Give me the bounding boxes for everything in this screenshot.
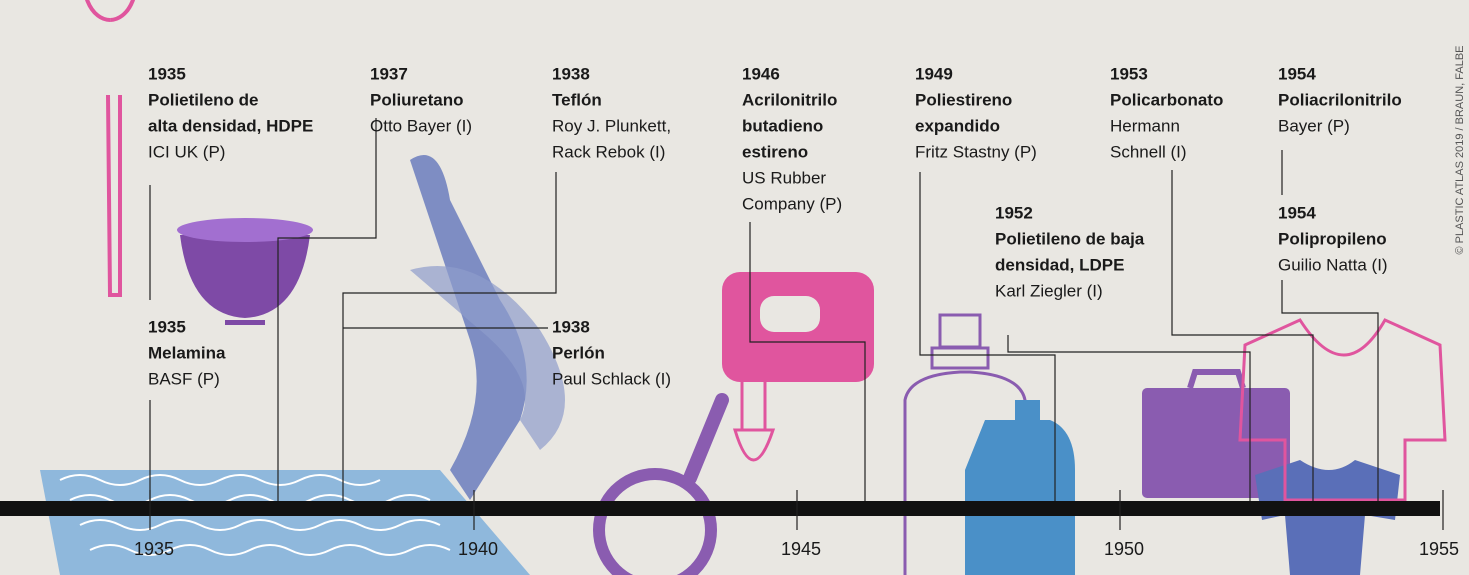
event-detail: ICI UK (P) <box>148 142 225 161</box>
event-name: Poliestireno <box>915 90 1012 109</box>
event-detail: BASF (P) <box>148 369 220 388</box>
event-detail: Fritz Stastny (P) <box>915 142 1037 161</box>
event-name: Perlón <box>552 343 605 362</box>
event-name: alta densidad, HDPE <box>148 116 313 135</box>
event-name: Poliacrilonitrilo <box>1278 90 1402 109</box>
event: 1954 Poliacrilonitrilo Bayer (P) <box>1278 64 1402 135</box>
event-name: Policarbonato <box>1110 90 1223 109</box>
event-year: 1954 <box>1278 203 1316 222</box>
leader-line <box>1171 170 1314 508</box>
event-year: 1938 <box>552 317 590 336</box>
mattress-waves <box>59 474 451 556</box>
leader-line <box>1007 335 1251 508</box>
spoon <box>85 0 136 297</box>
event-year: 1952 <box>995 203 1033 222</box>
event-name: estireno <box>742 142 808 161</box>
event-year: 1935 <box>148 317 186 336</box>
event-detail: Karl Ziegler (I) <box>995 281 1103 300</box>
event-name: expandido <box>915 116 1000 135</box>
leader-line <box>342 172 557 508</box>
credit: © PLASTIC ATLAS 2019 / BRAUN, FALBE <box>1454 45 1466 254</box>
event: 1954 Polipropileno Guilio Natta (I) <box>1278 203 1388 274</box>
event: 1937 Poliuretano Otto Bayer (I) <box>370 64 472 135</box>
leader-lines <box>149 118 1379 508</box>
event-name: Acrilonitrilo <box>742 90 837 109</box>
event-detail: Bayer (P) <box>1278 116 1350 135</box>
leader-line <box>277 118 377 508</box>
event-year: 1954 <box>1278 64 1316 83</box>
event-name: densidad, LDPE <box>995 255 1124 274</box>
pan-handle <box>683 393 729 485</box>
shirt-pink <box>1238 318 1447 502</box>
illustrations <box>40 0 1447 575</box>
event: 1935 Melamina BASF (P) <box>148 317 226 388</box>
leader-line <box>919 172 1056 508</box>
event-name: Polietileno de <box>148 90 259 109</box>
event-detail: Paul Schlack (I) <box>552 369 671 388</box>
bowl-base <box>225 320 265 325</box>
event-detail: Hermann <box>1110 116 1180 135</box>
event-name: Teflón <box>552 90 602 109</box>
tick-label: 1950 <box>1104 539 1144 559</box>
detergent <box>965 420 1075 575</box>
leader-line <box>749 222 866 508</box>
tick-label: 1955 <box>1419 539 1459 559</box>
event-detail: Schnell (I) <box>1110 142 1187 161</box>
mixer-window <box>760 296 820 332</box>
event-year: 1949 <box>915 64 953 83</box>
event-name: Polietileno de baja <box>995 229 1145 248</box>
tick-label: 1935 <box>134 539 174 559</box>
event-year: 1946 <box>742 64 780 83</box>
event-year: 1938 <box>552 64 590 83</box>
event: 1949 Poliestireno expandido Fritz Stastny (… <box>915 64 1037 161</box>
event: 1938 Perlón Paul Schlack (I) <box>552 317 671 388</box>
shirt-blue <box>1255 460 1400 575</box>
case-handle <box>1187 369 1246 389</box>
event: 1953 Policarbonato Hermann Schnell (I) <box>1110 64 1223 161</box>
mixer-beaters <box>732 382 776 462</box>
event: 1946 Acrilonitrilo butadieno estireno US Rub… <box>742 64 842 213</box>
event-year: 1953 <box>1110 64 1148 83</box>
timeline-bar <box>0 501 1440 516</box>
event: 1935 Polietileno de alta densidad, HDPE ICI… <box>148 64 313 161</box>
event-detail: Rack Rebok (I) <box>552 142 665 161</box>
event-year: 1937 <box>370 64 408 83</box>
event-detail: Company (P) <box>742 194 842 213</box>
bottle <box>903 370 1027 575</box>
event-name: Poliuretano <box>370 90 464 109</box>
case <box>1142 388 1290 498</box>
leader-line <box>1281 280 1379 508</box>
event-year: 1935 <box>148 64 186 83</box>
event-detail: Roy J. Plunkett, <box>552 116 671 135</box>
event-detail: Otto Bayer (I) <box>370 116 472 135</box>
event-name: Polipropileno <box>1278 229 1387 248</box>
event-name: Melamina <box>148 343 226 362</box>
bowl-lid <box>177 218 313 242</box>
legs-light <box>410 266 565 450</box>
detergent-cap <box>1015 400 1040 420</box>
bottle-neck <box>930 346 990 370</box>
event-detail: US Rubber <box>742 168 826 187</box>
tick-label: 1945 <box>781 539 821 559</box>
event-detail: Guilio Natta (I) <box>1278 255 1388 274</box>
event-name: butadieno <box>742 116 823 135</box>
event: 1938 Teflón Roy J. Plunkett, Rack Rebok (I) <box>552 64 671 161</box>
tick-label: 1940 <box>458 539 498 559</box>
event: 1952 Polietileno de baja densidad, LDPE Kar… <box>995 203 1145 300</box>
